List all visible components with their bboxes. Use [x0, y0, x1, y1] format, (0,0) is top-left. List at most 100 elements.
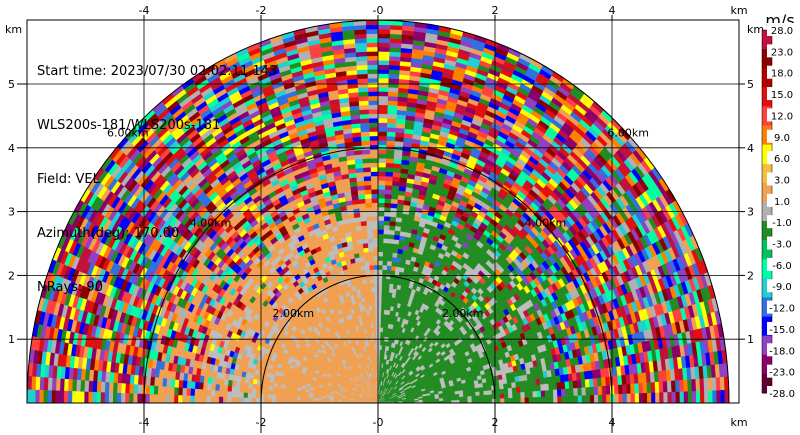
- velocity-gate: [371, 202, 379, 208]
- velocity-gate: [259, 389, 265, 395]
- velocity-gate: [544, 396, 550, 404]
- velocity-gate: [384, 300, 389, 306]
- velocity-gate: [324, 398, 330, 402]
- velocity-gate: [371, 215, 379, 221]
- velocity-gate: [304, 397, 310, 401]
- velocity-gate: [214, 396, 220, 404]
- velocity-gate: [366, 229, 373, 235]
- velocity-gate: [374, 309, 379, 315]
- velocity-gate: [373, 269, 379, 275]
- velocity-gate: [381, 291, 386, 297]
- velocity-gate: [387, 247, 394, 253]
- velocity-gate: [524, 391, 530, 398]
- velocity-gate: [381, 273, 387, 279]
- velocity-gate: [372, 229, 379, 235]
- velocity-gate: [377, 309, 382, 315]
- velocity-gate: [380, 300, 385, 306]
- velocity-gate: [527, 385, 533, 392]
- velocity-gate: [561, 395, 566, 404]
- velocity-gate: [367, 247, 374, 253]
- velocity-gate: [185, 395, 191, 404]
- velocity-gate: [384, 189, 392, 195]
- velocity-gate: [388, 229, 395, 236]
- velocity-gate: [370, 295, 375, 302]
- velocity-gate: [536, 384, 542, 392]
- velocity-gate: [479, 394, 485, 400]
- velocity-gate: [280, 387, 286, 393]
- velocity-gate: [247, 387, 253, 394]
- velocity-gate: [279, 395, 285, 400]
- velocity-gate: [381, 278, 387, 284]
- velocity-gate: [206, 396, 212, 404]
- velocity-gate: [300, 393, 306, 398]
- velocity-gate: [384, 184, 393, 191]
- velocity-gate: [214, 390, 220, 398]
- velocity-gate: [272, 386, 278, 392]
- velocity-gate: [377, 246, 384, 253]
- velocity-gate: [374, 313, 379, 319]
- velocity-field: [26, 19, 730, 404]
- velocity-gate: [287, 399, 293, 404]
- velocity-gate: [392, 247, 399, 254]
- velocity-gate: [390, 261, 397, 267]
- velocity-gate: [487, 398, 493, 404]
- velocity-gate: [230, 391, 236, 398]
- velocity-gate: [267, 394, 273, 400]
- velocity-gate: [390, 202, 398, 209]
- velocity-gate: [234, 391, 240, 398]
- velocity-gate: [357, 189, 365, 196]
- velocity-gate: [367, 242, 374, 248]
- velocity-gate: [377, 318, 381, 324]
- velocity-gate: [226, 397, 232, 404]
- velocity-gate: [359, 261, 366, 267]
- velocity-gate: [371, 206, 379, 212]
- velocity-gate: [271, 398, 277, 404]
- velocity-gate: [385, 171, 394, 177]
- velocity-gate: [379, 340, 383, 346]
- velocity-gate: [153, 394, 158, 404]
- velocity-gate: [499, 388, 505, 394]
- velocity-gate: [479, 398, 485, 404]
- velocity-gate: [186, 388, 191, 397]
- velocity-gate: [374, 291, 379, 297]
- velocity-gate: [360, 265, 366, 272]
- velocity-gate: [377, 260, 383, 266]
- velocity-gate: [243, 382, 249, 389]
- velocity-gate: [365, 278, 371, 284]
- velocity-gate: [377, 193, 385, 199]
- velocity-gate: [520, 397, 526, 404]
- velocity-gate: [377, 264, 383, 270]
- velocity-gate: [384, 296, 389, 302]
- velocity-gate: [370, 282, 375, 288]
- velocity-gate: [389, 211, 397, 218]
- velocity-gate: [181, 395, 187, 404]
- velocity-gate: [504, 397, 509, 404]
- velocity-gate: [380, 327, 384, 333]
- velocity-gate: [377, 229, 384, 235]
- velocity-gate: [202, 396, 207, 404]
- velocity-gate: [363, 256, 370, 262]
- velocity-gate: [391, 189, 399, 196]
- velocity-gate: [553, 395, 558, 404]
- velocity-gate: [263, 389, 269, 395]
- velocity-gate: [371, 211, 379, 217]
- velocity-gate: [377, 184, 386, 190]
- velocity-gate: [372, 327, 376, 333]
- velocity-gate: [267, 398, 273, 404]
- velocity-gate: [370, 189, 379, 195]
- velocity-gate: [251, 397, 256, 404]
- velocity-gate: [181, 387, 187, 396]
- velocity-gate: [602, 394, 607, 404]
- velocity-gate: [362, 162, 371, 168]
- velocity-gate: [234, 397, 240, 404]
- velocity-gate: [601, 385, 607, 395]
- velocity-gate: [377, 220, 385, 226]
- velocity-gate: [382, 260, 388, 266]
- velocity-gate: [377, 171, 386, 177]
- velocity-gate: [371, 193, 379, 199]
- velocity-gate: [381, 295, 386, 302]
- velocity-gate: [360, 220, 367, 227]
- velocity-gate: [255, 384, 262, 390]
- velocity-gate: [384, 202, 392, 208]
- velocity-gate: [364, 198, 372, 204]
